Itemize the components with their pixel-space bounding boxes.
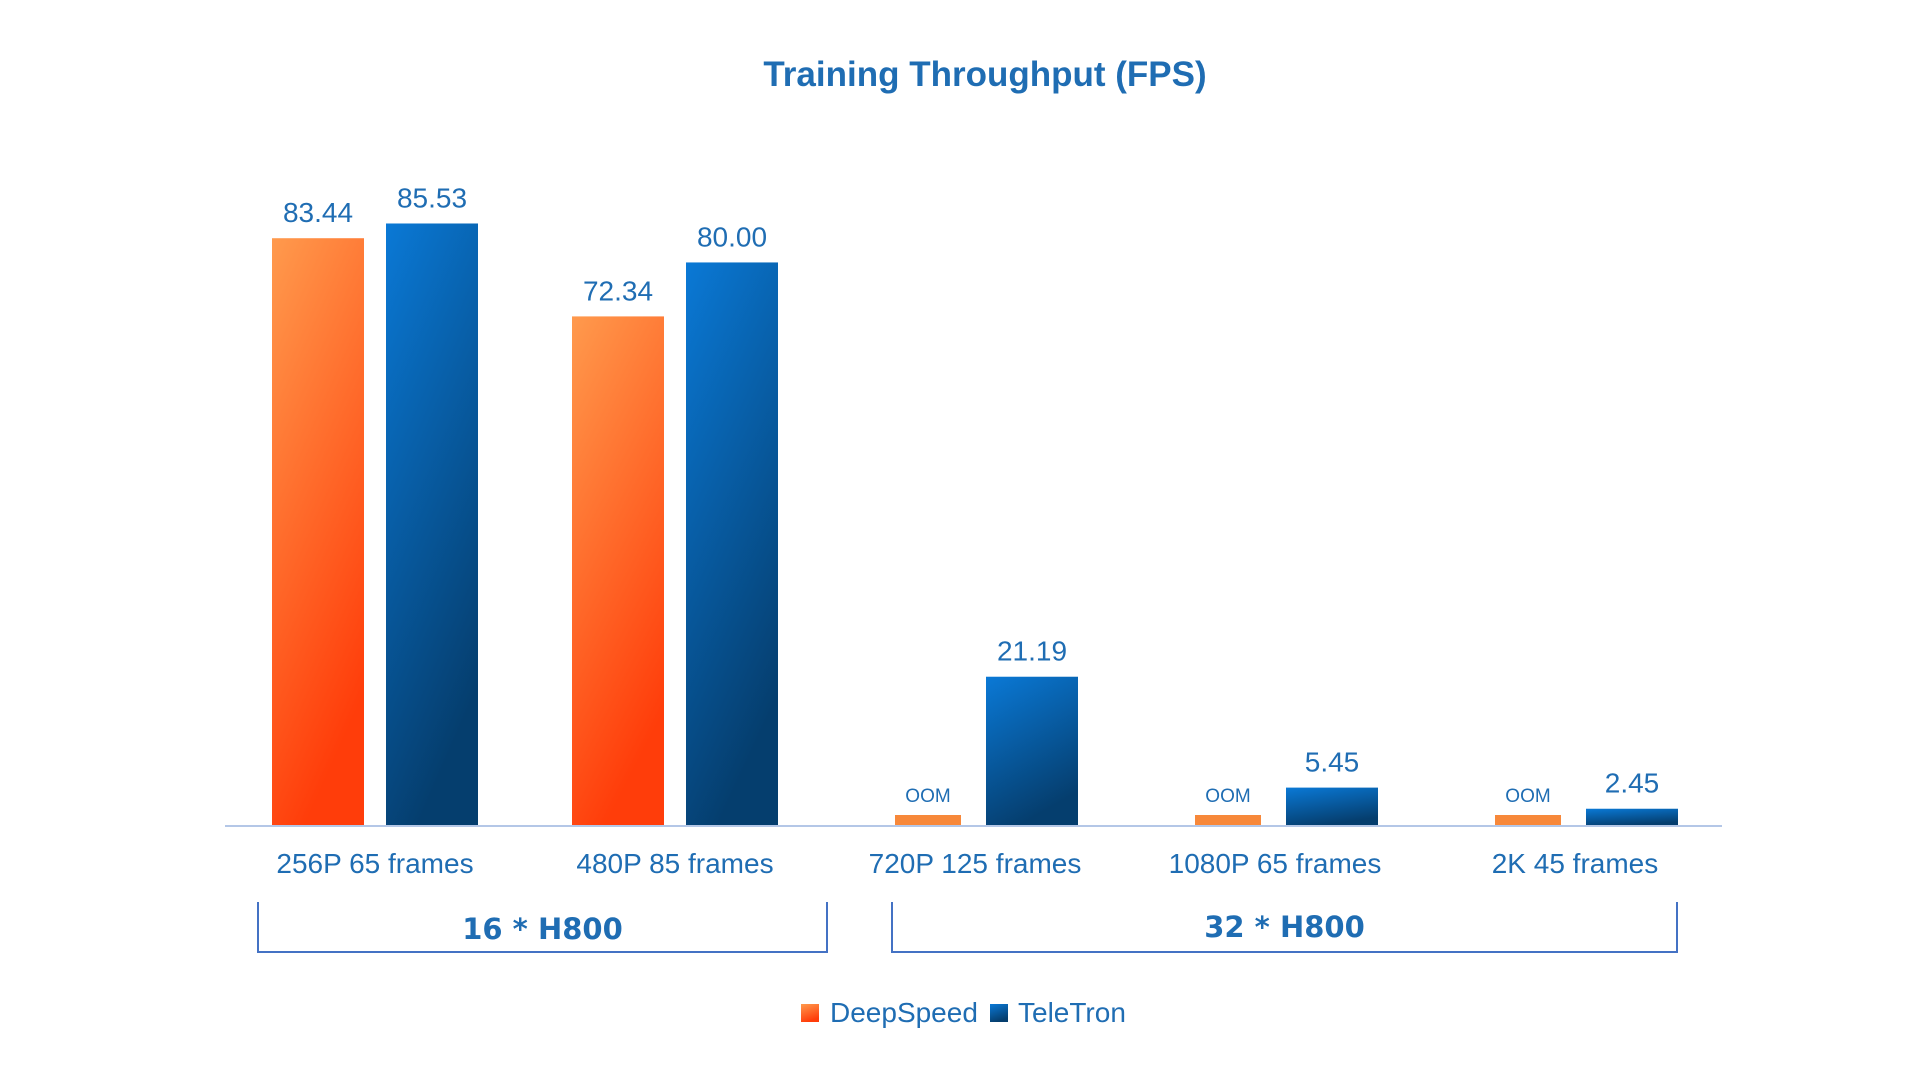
chart-title: Training Throughput (FPS) xyxy=(763,55,1206,94)
group-bracket-0 xyxy=(257,902,828,953)
bar-teletron-1 xyxy=(686,262,778,826)
category-label-2: 720P 125 frames xyxy=(869,848,1082,879)
category-label-3: 1080P 65 frames xyxy=(1169,848,1382,879)
legend-label-teletron: TeleTron xyxy=(1018,997,1126,1028)
value-label-deepspeed-4: OOM xyxy=(1505,786,1550,807)
bar-deepspeed-0 xyxy=(272,238,364,827)
bar-teletron-2 xyxy=(986,676,1078,826)
value-label-deepspeed-2: OOM xyxy=(905,786,950,807)
bar-deepspeed-4 xyxy=(1495,815,1561,826)
category-label-0: 256P 65 frames xyxy=(276,848,473,879)
value-label-teletron-4: 2.45 xyxy=(1605,768,1660,799)
group-bracket-1 xyxy=(891,902,1678,953)
value-label-deepspeed-3: OOM xyxy=(1205,786,1250,807)
bar-teletron-4 xyxy=(1586,808,1678,826)
bar-deepspeed-1 xyxy=(572,316,664,826)
bar-deepspeed-3 xyxy=(1195,815,1261,826)
legend: DeepSpeed TeleTron xyxy=(801,997,1126,1028)
group-label-1: 32 * H800 xyxy=(1204,910,1365,944)
value-labels-group: 83.44 85.53 72.34 80.00 OOM 21.19 OOM 5.45 OOM 2.… xyxy=(283,182,1659,807)
value-label-teletron-2: 21.19 xyxy=(997,636,1067,667)
group-brackets: 16 * H800 32 * H800 xyxy=(257,902,1678,953)
value-label-teletron-1: 80.00 xyxy=(697,221,767,252)
category-label-1: 480P 85 frames xyxy=(576,848,773,879)
legend-swatch-deepspeed xyxy=(801,1004,819,1022)
value-label-teletron-3: 5.45 xyxy=(1305,747,1360,778)
category-label-4: 2K 45 frames xyxy=(1492,848,1659,879)
bar-deepspeed-2 xyxy=(895,815,961,826)
group-label-0: 16 * H800 xyxy=(462,912,623,946)
bar-teletron-3 xyxy=(1286,787,1378,826)
bar-teletron-0 xyxy=(386,223,478,827)
bars-group xyxy=(272,223,1678,827)
legend-swatch-teletron xyxy=(990,1004,1008,1022)
value-label-deepspeed-0: 83.44 xyxy=(283,197,353,228)
legend-label-deepspeed: DeepSpeed xyxy=(830,997,978,1028)
category-labels-group: 256P 65 frames 480P 85 frames 720P 125 fra… xyxy=(276,848,1658,879)
value-label-teletron-0: 85.53 xyxy=(397,182,467,213)
value-label-deepspeed-1: 72.34 xyxy=(583,275,653,306)
